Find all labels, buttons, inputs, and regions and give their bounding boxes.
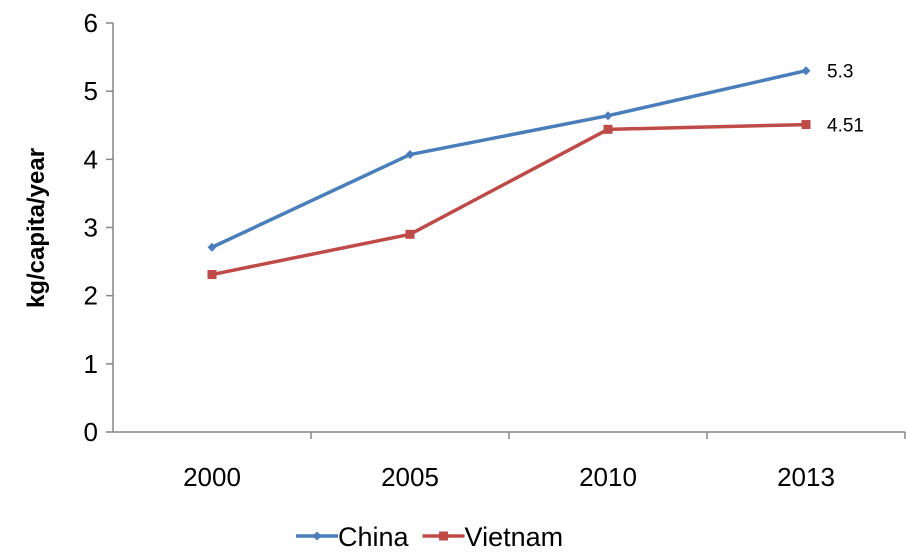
data-point-vietnam bbox=[801, 120, 811, 130]
legend: China Vietnam bbox=[296, 522, 563, 552]
data-point-china bbox=[603, 111, 613, 121]
y-tick-label: 3 bbox=[84, 213, 98, 243]
data-point-china bbox=[801, 66, 811, 76]
legend-label-vietnam: Vietnam bbox=[465, 522, 564, 552]
data-point-vietnam bbox=[207, 270, 217, 280]
data-labels: 5.3 4.51 bbox=[827, 62, 864, 137]
y-tick-label: 2 bbox=[84, 281, 98, 311]
x-axis-ticks: 2000 2005 2010 2013 bbox=[183, 432, 906, 492]
data-point-vietnam bbox=[603, 124, 613, 134]
x-tick-label: 2010 bbox=[579, 462, 637, 492]
legend-marker-vietnam bbox=[439, 531, 449, 541]
legend-marker-china bbox=[312, 531, 322, 541]
data-label: 5.3 bbox=[827, 62, 853, 83]
series-line-china bbox=[211, 69, 807, 249]
series-line-vietnam bbox=[211, 122, 807, 277]
y-tick-label: 4 bbox=[84, 144, 98, 174]
data-point-vietnam bbox=[405, 229, 415, 239]
data-label: 4.51 bbox=[827, 116, 864, 137]
plot-area: 0 1 2 3 4 5 6 2000 2005 2010 2013 5.3 4.51 bbox=[84, 8, 906, 492]
y-tick-label: 1 bbox=[84, 349, 98, 379]
y-tick-label: 6 bbox=[84, 8, 98, 38]
y-tick-label: 5 bbox=[84, 76, 98, 106]
y-axis-ticks: 0 1 2 3 4 5 6 bbox=[84, 8, 113, 447]
data-point-china bbox=[207, 242, 217, 252]
x-tick-label: 2013 bbox=[777, 462, 835, 492]
series-layer bbox=[207, 66, 811, 280]
x-tick-label: 2000 bbox=[183, 462, 241, 492]
legend-label-china: China bbox=[338, 522, 410, 552]
y-axis-title: kg/capita/year bbox=[23, 148, 50, 308]
x-tick-label: 2005 bbox=[381, 462, 439, 492]
y-tick-label: 0 bbox=[84, 417, 98, 447]
data-point-china bbox=[405, 150, 415, 160]
